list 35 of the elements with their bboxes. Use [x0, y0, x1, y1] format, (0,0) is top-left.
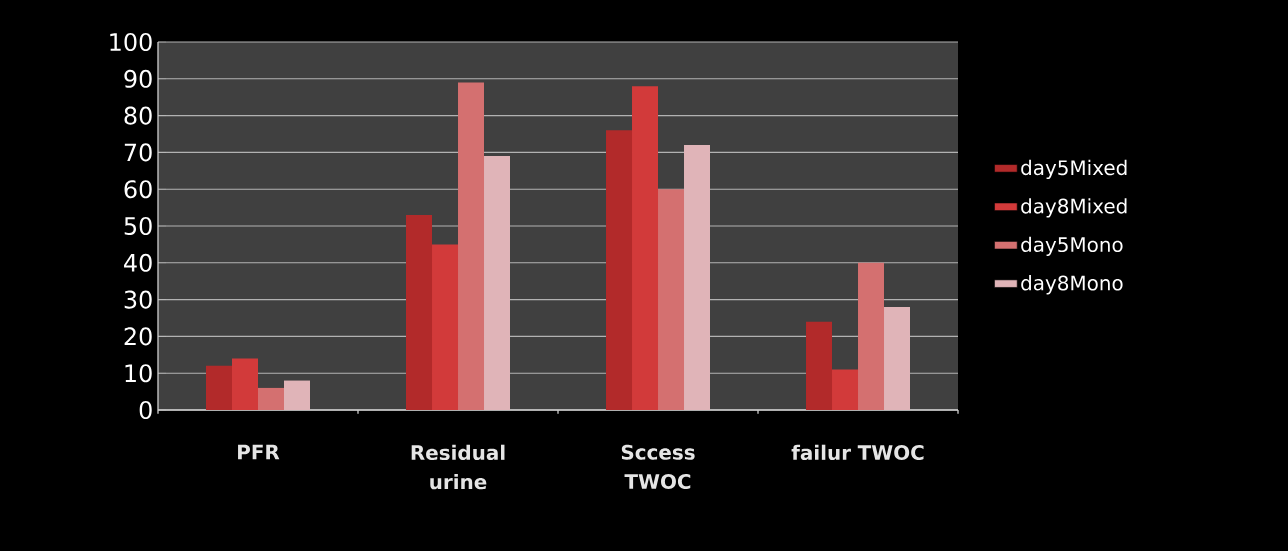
bar [406, 214, 433, 410]
legend-label: day5Mixed [1021, 159, 1127, 180]
bar [258, 387, 284, 410]
legend-label: day8Mono [1021, 275, 1123, 295]
y-tick-label: 20 [124, 327, 152, 346]
y-tick-label: 50 [124, 216, 152, 236]
bar [606, 130, 633, 410]
y-tick-label: 100 [110, 32, 152, 52]
bar [658, 189, 685, 410]
bar [232, 358, 258, 410]
legend-label: day8Mixed [1021, 198, 1127, 218]
x-tick-label: Sccess TWOC [621, 444, 695, 489]
y-tick-label: 30 [124, 290, 152, 309]
bar [806, 321, 833, 410]
bar [832, 369, 859, 410]
y-tick-label: 70 [124, 143, 152, 162]
bar [884, 306, 911, 410]
y-tick-label: 80 [124, 106, 152, 125]
bar [206, 365, 232, 410]
y-tick-label: 10 [125, 364, 152, 383]
x-tick-label: PFR [238, 444, 280, 460]
y-tick-label: 40 [124, 253, 152, 272]
y-tick-label: 0 [139, 400, 152, 420]
x-tick-label: failur TWOC [791, 444, 924, 461]
y-tick-label: 90 [124, 69, 152, 88]
bar [858, 262, 885, 410]
bar [484, 156, 511, 410]
bar [684, 145, 711, 410]
legend-label: day5Mono [1021, 236, 1123, 256]
bar [432, 244, 459, 410]
y-tick-label: 60 [124, 180, 152, 199]
bar [284, 380, 311, 410]
bar [632, 86, 659, 410]
bar [458, 82, 485, 410]
x-tick-label: Residual urine [411, 444, 505, 490]
